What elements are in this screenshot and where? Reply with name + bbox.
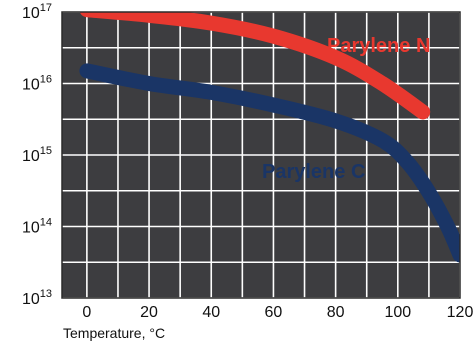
x-tick-label: 120 — [447, 304, 474, 321]
x-axis: 0 20 40 60 80 100 120 — [82, 304, 473, 321]
plot-frame — [61, 11, 461, 299]
series-group — [79, 12, 460, 263]
series-label-parylene-n: Parylene N — [327, 35, 430, 57]
y-tick-label: 1016 — [22, 74, 52, 94]
x-tick-label: 20 — [140, 304, 158, 321]
x-tick-label: 40 — [202, 304, 220, 321]
series-line-parylene-c — [79, 63, 460, 263]
x-tick-label: 80 — [327, 304, 345, 321]
y-axis: 1013 1014 1015 1016 1017 — [22, 2, 52, 308]
series-line-parylene-n — [79, 12, 431, 120]
series-label-parylene-c: Parylene C — [262, 161, 365, 183]
x-tick-label: 60 — [265, 304, 283, 321]
x-axis-label: Temperature, °C — [63, 325, 165, 341]
y-tick-label: 1015 — [22, 145, 52, 165]
x-tick-label: 0 — [82, 304, 91, 321]
y-tick-label: 1017 — [22, 2, 52, 22]
x-tick-label: 100 — [384, 304, 411, 321]
y-tick-label: 1014 — [22, 217, 52, 237]
y-tick-label: 1013 — [22, 288, 52, 308]
